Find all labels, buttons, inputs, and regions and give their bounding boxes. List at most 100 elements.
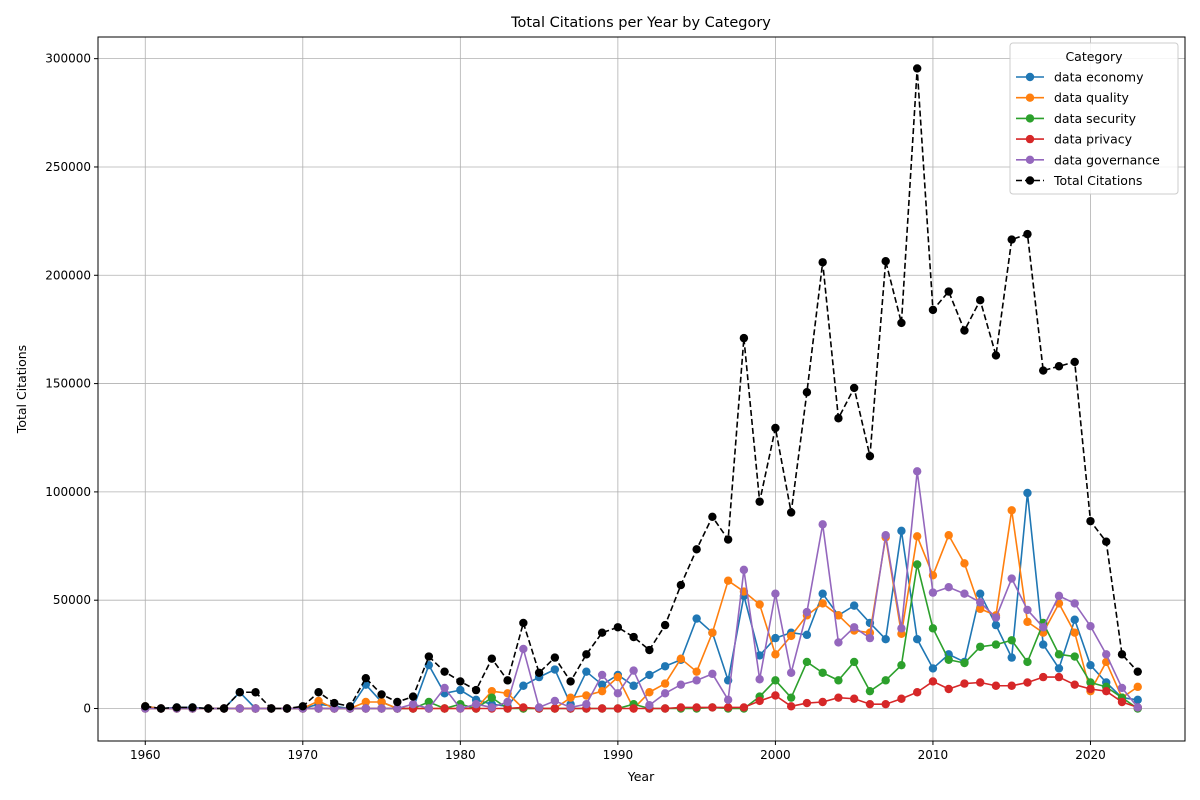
- x-tick-label: 2010: [918, 748, 949, 762]
- data-point-data-governance: [1070, 599, 1079, 608]
- data-point-total-citations: [802, 388, 812, 397]
- x-tick-label: 1970: [288, 748, 319, 762]
- data-point-data-governance: [976, 598, 985, 607]
- data-point-data-security: [849, 657, 859, 667]
- data-point-data-privacy: [755, 696, 764, 706]
- data-point-data-economy: [912, 634, 922, 644]
- data-point-data-privacy: [660, 704, 670, 713]
- data-point-total-citations: [471, 685, 481, 695]
- data-point-data-security: [960, 658, 969, 668]
- data-point-total-citations: [408, 692, 418, 701]
- data-point-total-citations: [1117, 650, 1127, 659]
- data-point-data-governance: [1023, 605, 1032, 615]
- data-point-data-privacy: [708, 703, 717, 712]
- data-point-data-governance: [1054, 591, 1064, 601]
- data-point-data-governance: [755, 675, 764, 684]
- y-tick-label: 0: [83, 702, 91, 716]
- data-point-data-economy: [771, 633, 780, 643]
- data-point-data-governance: [1007, 574, 1016, 583]
- series-line-data-economy: [145, 492, 1138, 710]
- data-point-data-governance: [802, 607, 812, 617]
- data-point-data-privacy: [503, 704, 512, 713]
- data-point-data-quality: [912, 532, 922, 541]
- data-point-total-citations: [976, 295, 985, 305]
- data-point-total-citations: [897, 318, 906, 328]
- data-point-data-privacy: [1023, 678, 1032, 687]
- data-point-data-privacy: [550, 704, 560, 713]
- data-point-data-security: [1023, 657, 1032, 667]
- data-point-data-privacy: [613, 704, 623, 713]
- data-point-total-citations: [645, 645, 654, 655]
- data-point-data-governance: [912, 467, 922, 476]
- data-point-data-privacy: [1007, 681, 1016, 690]
- data-point-data-governance: [881, 531, 890, 540]
- data-point-data-quality: [708, 628, 717, 637]
- data-point-data-quality: [1133, 682, 1142, 692]
- data-point-data-governance: [818, 520, 827, 529]
- data-point-data-governance: [361, 704, 371, 713]
- data-point-data-economy: [1023, 488, 1032, 498]
- data-point-total-citations: [188, 703, 197, 712]
- data-point-data-privacy: [1070, 680, 1079, 689]
- x-tick-label: 1960: [130, 748, 161, 762]
- data-point-data-quality: [597, 686, 607, 696]
- data-point-data-security: [1007, 636, 1016, 645]
- data-point-data-economy: [897, 526, 906, 536]
- data-point-total-citations: [424, 652, 434, 661]
- data-point-data-governance: [960, 589, 969, 598]
- series-line-data-quality: [145, 509, 1139, 710]
- data-point-data-governance: [708, 669, 717, 679]
- data-point-data-quality: [786, 631, 796, 641]
- data-point-total-citations: [440, 667, 449, 676]
- data-point-data-governance: [865, 633, 875, 643]
- data-point-total-citations: [172, 703, 181, 712]
- data-point-total-citations: [944, 287, 953, 296]
- data-point-total-citations: [534, 668, 544, 677]
- data-point-data-governance: [377, 704, 386, 713]
- legend-marker-data-quality: [1025, 93, 1035, 102]
- data-point-data-governance: [408, 699, 418, 709]
- data-point-data-privacy: [1086, 684, 1095, 694]
- data-point-total-citations: [566, 677, 575, 686]
- data-point-data-security: [865, 686, 875, 696]
- legend-label-total-citations: Total Citations: [1053, 173, 1142, 188]
- data-point-total-citations: [1102, 537, 1111, 546]
- data-point-total-citations: [723, 535, 733, 544]
- data-point-data-privacy: [629, 704, 638, 713]
- data-point-data-privacy: [739, 703, 749, 712]
- data-point-total-citations: [849, 383, 859, 393]
- x-tick-label: 2000: [760, 748, 791, 762]
- data-point-data-economy: [1054, 664, 1064, 673]
- data-point-data-governance: [692, 676, 701, 685]
- data-point-total-citations: [582, 650, 591, 659]
- data-point-total-citations: [361, 673, 371, 683]
- y-tick-label: 100000: [45, 485, 91, 499]
- data-point-data-governance: [786, 668, 796, 677]
- data-point-data-security: [786, 693, 796, 702]
- data-point-data-economy: [692, 614, 701, 623]
- data-point-data-security: [881, 676, 890, 685]
- data-point-data-economy: [818, 589, 827, 598]
- data-point-total-citations: [786, 508, 796, 517]
- data-point-data-economy: [582, 667, 591, 676]
- data-point-total-citations: [676, 580, 686, 590]
- data-point-data-governance: [424, 704, 434, 713]
- data-point-data-quality: [314, 696, 323, 706]
- data-point-data-security: [834, 676, 843, 685]
- data-point-data-governance: [1086, 621, 1095, 631]
- data-point-total-citations: [1086, 516, 1095, 526]
- data-point-total-citations: [251, 688, 260, 697]
- data-point-data-quality: [613, 672, 623, 682]
- data-point-data-governance: [771, 589, 780, 598]
- data-point-total-citations: [1023, 229, 1032, 239]
- data-point-data-privacy: [1102, 686, 1111, 696]
- series-total-citations: [141, 64, 1142, 713]
- legend-label-data-quality: data quality: [1054, 90, 1129, 105]
- data-point-data-economy: [645, 670, 654, 680]
- data-point-data-quality: [676, 654, 686, 663]
- data-point-data-security: [991, 640, 1001, 649]
- data-point-data-economy: [629, 681, 638, 690]
- data-point-total-citations: [881, 257, 890, 266]
- y-tick-label: 200000: [45, 268, 91, 282]
